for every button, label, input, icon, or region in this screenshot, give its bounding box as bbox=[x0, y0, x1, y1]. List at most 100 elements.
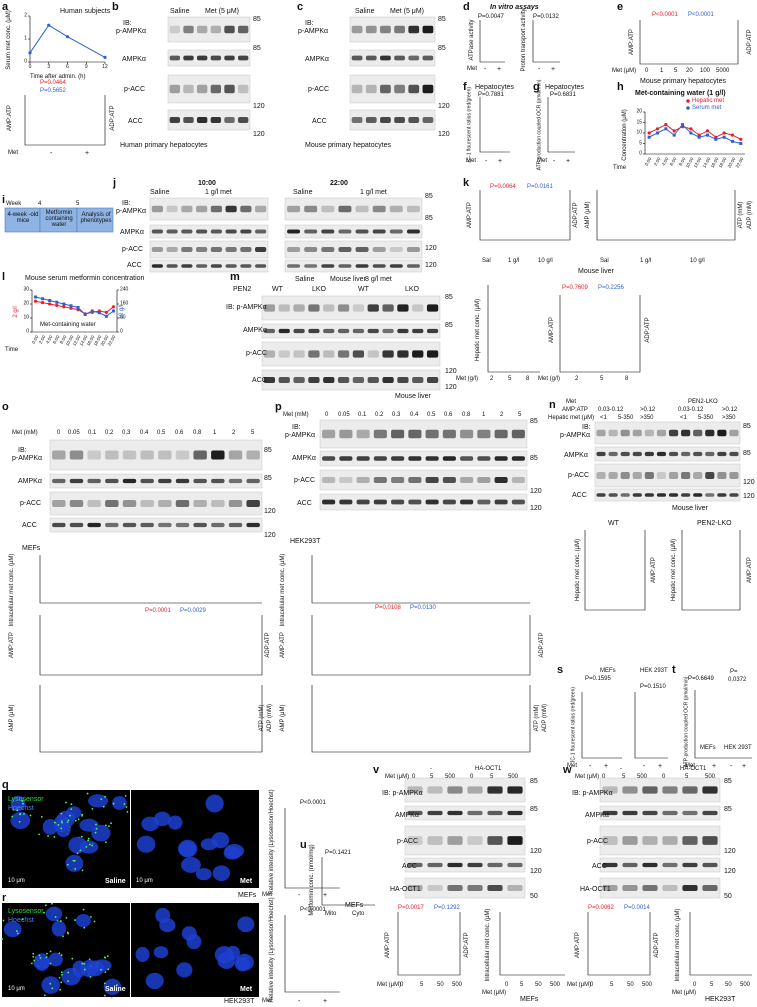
blot-band bbox=[338, 229, 352, 234]
label: Met bbox=[537, 158, 548, 164]
blot-band bbox=[391, 499, 405, 505]
label: ACC bbox=[252, 377, 267, 384]
data-point bbox=[705, 129, 710, 133]
nucleus bbox=[66, 806, 82, 819]
lysosome bbox=[49, 982, 52, 985]
blot-band bbox=[427, 786, 443, 794]
blot-band bbox=[169, 84, 181, 94]
label: P=0.1292 bbox=[434, 905, 460, 911]
label: ADP:ATP bbox=[747, 29, 753, 55]
label: 0.4 bbox=[140, 430, 149, 436]
blot-band bbox=[447, 885, 463, 891]
blot-band bbox=[237, 117, 249, 123]
blot-band bbox=[705, 451, 715, 457]
blot bbox=[284, 240, 423, 259]
blot bbox=[599, 777, 721, 803]
blot-band bbox=[380, 25, 391, 34]
blot-band bbox=[105, 478, 119, 484]
blot-band bbox=[447, 862, 463, 868]
blot-band bbox=[407, 862, 423, 868]
lysosome bbox=[102, 805, 105, 808]
blot-band bbox=[87, 478, 101, 484]
blot-band bbox=[397, 350, 409, 358]
blot-band bbox=[304, 246, 318, 253]
legend-entry: 2 g/l bbox=[13, 306, 19, 318]
label: 10:00 bbox=[198, 180, 216, 187]
label: 0 bbox=[400, 982, 404, 988]
data-point bbox=[48, 302, 52, 306]
label: 0 bbox=[693, 982, 697, 988]
lysosome bbox=[29, 814, 32, 817]
lysosome bbox=[82, 908, 85, 911]
label: 0.1 bbox=[358, 412, 367, 418]
label: + bbox=[566, 158, 571, 165]
label: Proton transport activity bbox=[521, 8, 527, 72]
blot-band bbox=[365, 84, 377, 94]
blot-band bbox=[467, 786, 483, 794]
lysosome bbox=[89, 976, 92, 978]
label: 1 g/l met bbox=[205, 189, 232, 196]
label: AMPKα bbox=[122, 56, 146, 63]
lysosome bbox=[106, 955, 109, 958]
label: IB: bbox=[292, 424, 301, 431]
blot-band bbox=[412, 377, 424, 383]
label: ADP (mM) bbox=[542, 704, 548, 732]
blot-band bbox=[122, 500, 137, 507]
lysosome bbox=[81, 869, 84, 872]
lysosome bbox=[51, 987, 54, 990]
label: Saline bbox=[105, 986, 126, 993]
data-point bbox=[655, 127, 660, 131]
blot-band bbox=[151, 264, 163, 268]
blot-band bbox=[158, 450, 172, 460]
axis bbox=[311, 555, 530, 604]
blot-band bbox=[412, 304, 424, 312]
label: P=0.2256 bbox=[598, 285, 624, 291]
blot-band bbox=[632, 451, 642, 457]
blot-band bbox=[175, 522, 190, 528]
label: MEFs bbox=[700, 745, 716, 751]
lysosome bbox=[18, 820, 21, 823]
blot-band bbox=[622, 885, 638, 891]
label: Met (g/l) bbox=[456, 376, 479, 382]
axis bbox=[321, 857, 375, 906]
blot-band bbox=[596, 472, 606, 479]
lysosome bbox=[108, 825, 110, 828]
lysosome bbox=[53, 836, 56, 838]
blot bbox=[319, 419, 528, 449]
nucleus bbox=[136, 835, 156, 853]
nucleus bbox=[10, 811, 31, 830]
blot-band bbox=[263, 304, 276, 312]
lysosome bbox=[61, 973, 63, 976]
blot-band bbox=[662, 836, 678, 845]
label: 85 bbox=[264, 475, 272, 482]
blot-band bbox=[477, 499, 491, 505]
label: Met (μM) bbox=[385, 774, 410, 780]
blot-band bbox=[644, 493, 654, 497]
label: IB: p-AMPKα bbox=[572, 790, 613, 797]
blot-band bbox=[193, 522, 207, 528]
data-point bbox=[730, 133, 735, 137]
blot-band bbox=[181, 246, 193, 253]
label: ACC bbox=[402, 863, 417, 870]
label: ADP:ATP bbox=[573, 202, 579, 228]
label: IB: p-AMPKα bbox=[226, 304, 267, 311]
lysosome bbox=[110, 987, 113, 989]
blot-band bbox=[467, 810, 483, 816]
lysosome bbox=[103, 994, 106, 997]
blot bbox=[319, 469, 528, 491]
blot-band bbox=[394, 25, 405, 34]
blot-band bbox=[210, 264, 222, 268]
panel-letter: l bbox=[2, 271, 6, 283]
label: 0.8 bbox=[462, 412, 471, 418]
label: Met bbox=[467, 66, 478, 72]
nucleus bbox=[10, 795, 26, 812]
nucleus bbox=[177, 839, 198, 858]
nucleus bbox=[235, 953, 254, 971]
blot-band bbox=[237, 55, 249, 61]
blot-band bbox=[622, 836, 638, 845]
lysosome bbox=[103, 956, 106, 959]
blot-band bbox=[69, 500, 84, 507]
blot-band bbox=[322, 477, 336, 483]
lysosome bbox=[58, 952, 61, 955]
x-tick-label: 9 bbox=[84, 64, 88, 70]
